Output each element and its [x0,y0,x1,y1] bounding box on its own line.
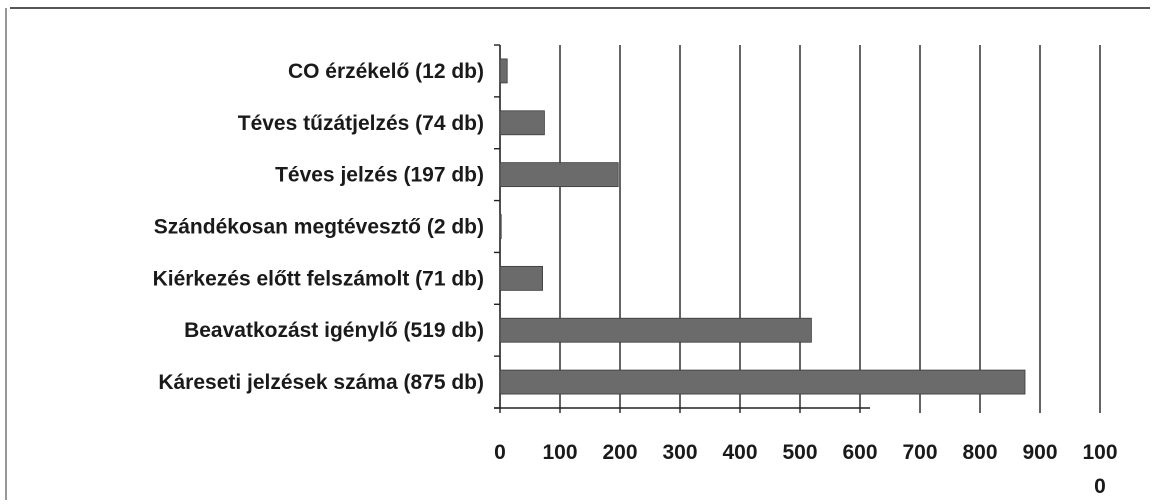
x-tick-label-600: 600 [842,441,877,464]
bar-2 [499,162,619,188]
x-tick-label-200: 200 [602,441,637,464]
category-label-2: Téves jelzés (197 db) [275,164,484,187]
axes [494,44,1101,413]
bar-1 [499,110,545,136]
vertical-gridlines [559,45,1101,408]
x-tick-label-1000: 100 0 [1082,441,1117,498]
bar-3 [499,214,502,239]
x-tick-label-300: 300 [662,441,697,464]
category-label-4: Kiérkezés előtt felszámolt (71 db) [153,267,484,290]
x-tick-label-700: 700 [902,441,937,464]
category-labels: CO érzékelő (12 db) Téves tűzátjelzés (74… [153,60,484,394]
category-label-3: Szándékosan megtévesztő (2 db) [154,216,484,239]
bar-5 [499,317,812,343]
bar-6 [499,369,1026,395]
x-tick-label-0: 0 [494,441,506,464]
x-tick-label-800: 800 [962,441,997,464]
scan-frame [5,7,1150,500]
category-label-6: Káreseti jelzések száma (875 db) [158,371,484,394]
x-tick-label-400: 400 [722,441,757,464]
bar-4 [499,265,543,291]
x-tick-labels: 0 100 200 300 400 500 600 700 800 900 100 0 [494,441,1117,498]
category-label-1: Téves tűzátjelzés (74 db) [238,112,484,135]
bars [499,58,1026,395]
x-tick-label-500: 500 [782,441,817,464]
category-label-5: Beavatkozást igénylő (519 db) [184,319,484,342]
x-tick-label-900: 900 [1022,441,1057,464]
category-label-0: CO érzékelő (12 db) [288,60,484,83]
x-tick-label-100: 100 [542,441,577,464]
bar-0 [499,58,508,84]
